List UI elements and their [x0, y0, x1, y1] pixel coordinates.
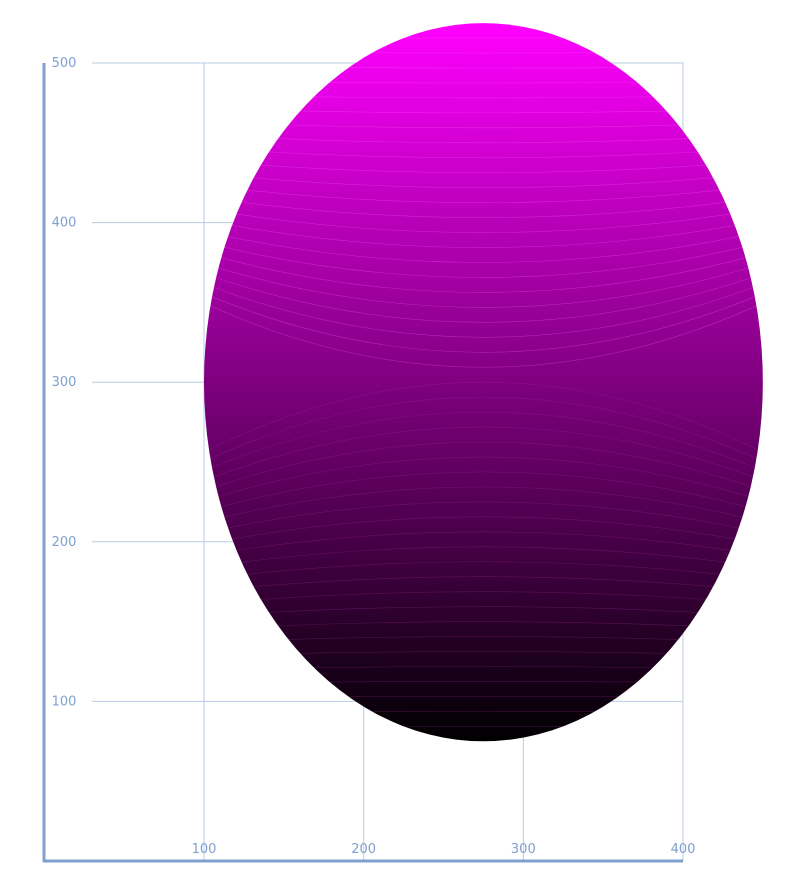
x-tick-label: 200: [351, 842, 376, 857]
series-ellipse: [204, 23, 763, 741]
x-tick-label: 400: [671, 842, 696, 857]
y-tick-label: 500: [52, 56, 77, 71]
x-tick-label: 300: [511, 842, 536, 857]
x-tick-label: 100: [192, 842, 217, 857]
y-tick-label: 100: [52, 694, 77, 709]
y-tick-label: 400: [52, 216, 77, 231]
y-tick-label: 300: [52, 375, 77, 390]
y-tick-label: 200: [52, 535, 77, 550]
